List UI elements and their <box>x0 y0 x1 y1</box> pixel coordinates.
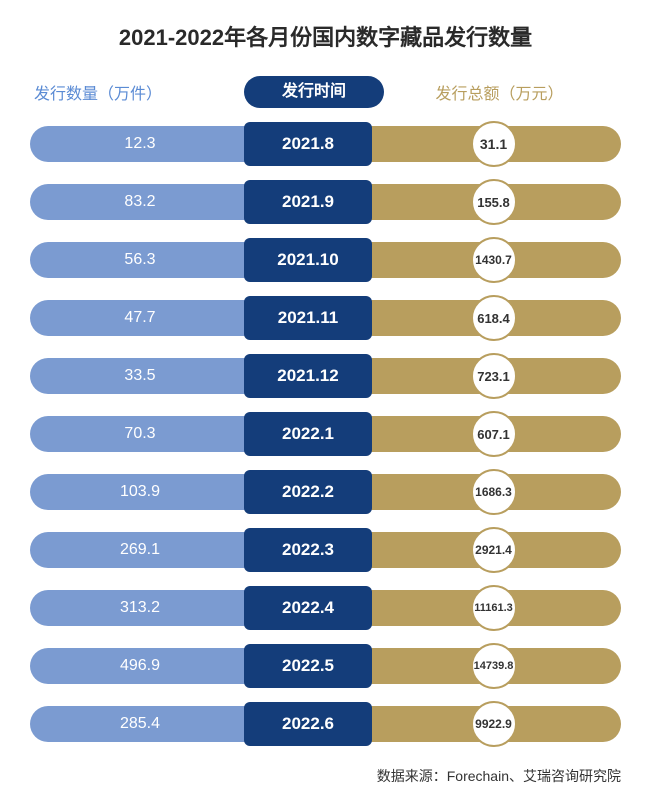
amount-wrap: 14739.8 <box>366 648 621 684</box>
amount-wrap: 31.1 <box>366 126 621 162</box>
amount-circle: 155.8 <box>471 179 517 225</box>
amount-circle: 1686.3 <box>471 469 517 515</box>
amount-circle: 31.1 <box>471 121 517 167</box>
chart-title: 2021-2022年各月份国内数字藏品发行数量 <box>30 20 621 52</box>
data-row: 103.92022.21686.3 <box>30 470 621 514</box>
amount-circle: 11161.3 <box>471 585 517 631</box>
quantity-pill: 83.2 <box>30 184 250 220</box>
date-pill: 2022.1 <box>244 412 372 456</box>
column-headers: 发行数量（万件） 发行时间 发行总额（万元） <box>30 76 621 108</box>
date-pill: 2021.12 <box>244 354 372 398</box>
date-pill: 2022.6 <box>244 702 372 746</box>
data-row: 83.22021.9155.8 <box>30 180 621 224</box>
amount-circle: 618.4 <box>471 295 517 341</box>
header-amount: 发行总额（万元） <box>378 80 621 104</box>
amount-circle: 607.1 <box>471 411 517 457</box>
data-row: 12.32021.831.1 <box>30 122 621 166</box>
amount-wrap: 1430.7 <box>366 242 621 278</box>
quantity-pill: 70.3 <box>30 416 250 452</box>
data-rows: 12.32021.831.183.22021.9155.856.32021.10… <box>30 122 621 746</box>
date-pill: 2021.11 <box>244 296 372 340</box>
quantity-pill: 56.3 <box>30 242 250 278</box>
quantity-pill: 103.9 <box>30 474 250 510</box>
quantity-pill: 313.2 <box>30 590 250 626</box>
data-row: 496.92022.514739.8 <box>30 644 621 688</box>
amount-wrap: 9922.9 <box>366 706 621 742</box>
data-source: 数据来源：Forechain、艾瑞咨询研究院 <box>30 766 621 786</box>
amount-circle: 9922.9 <box>471 701 517 747</box>
header-date: 发行时间 <box>244 76 384 108</box>
quantity-pill: 269.1 <box>30 532 250 568</box>
quantity-pill: 47.7 <box>30 300 250 336</box>
amount-circle: 2921.4 <box>471 527 517 573</box>
quantity-pill: 12.3 <box>30 126 250 162</box>
quantity-pill: 285.4 <box>30 706 250 742</box>
amount-wrap: 607.1 <box>366 416 621 452</box>
data-row: 313.22022.411161.3 <box>30 586 621 630</box>
amount-wrap: 723.1 <box>366 358 621 394</box>
quantity-pill: 33.5 <box>30 358 250 394</box>
date-pill: 2022.3 <box>244 528 372 572</box>
data-row: 285.42022.69922.9 <box>30 702 621 746</box>
data-row: 70.32022.1607.1 <box>30 412 621 456</box>
date-pill: 2021.10 <box>244 238 372 282</box>
data-row: 47.72021.11618.4 <box>30 296 621 340</box>
amount-wrap: 11161.3 <box>366 590 621 626</box>
data-row: 56.32021.101430.7 <box>30 238 621 282</box>
date-pill: 2022.5 <box>244 644 372 688</box>
data-row: 33.52021.12723.1 <box>30 354 621 398</box>
amount-wrap: 2921.4 <box>366 532 621 568</box>
quantity-pill: 496.9 <box>30 648 250 684</box>
date-pill: 2021.8 <box>244 122 372 166</box>
amount-circle: 723.1 <box>471 353 517 399</box>
data-row: 269.12022.32921.4 <box>30 528 621 572</box>
amount-wrap: 155.8 <box>366 184 621 220</box>
header-quantity: 发行数量（万件） <box>30 80 250 104</box>
amount-wrap: 1686.3 <box>366 474 621 510</box>
date-pill: 2022.4 <box>244 586 372 630</box>
amount-wrap: 618.4 <box>366 300 621 336</box>
amount-circle: 1430.7 <box>471 237 517 283</box>
amount-circle: 14739.8 <box>471 643 517 689</box>
date-pill: 2021.9 <box>244 180 372 224</box>
date-pill: 2022.2 <box>244 470 372 514</box>
